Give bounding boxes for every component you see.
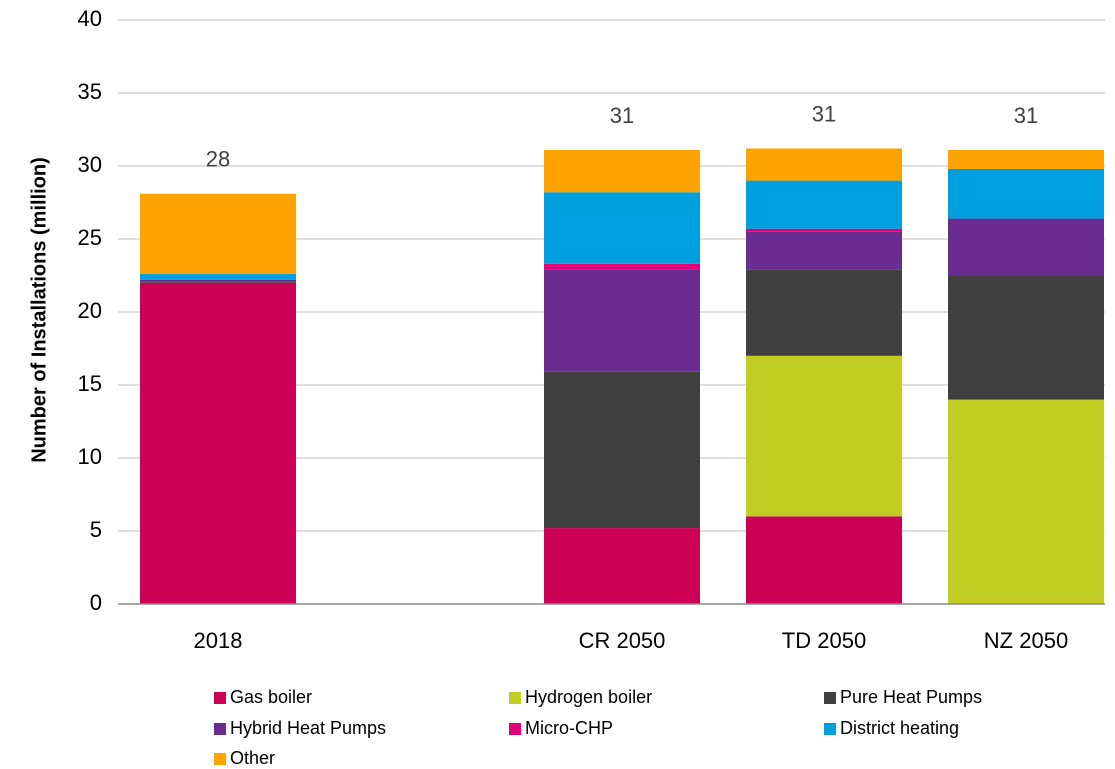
bar-segment xyxy=(544,263,700,270)
bar-segment xyxy=(746,516,902,604)
legend-label: Hybrid Heat Pumps xyxy=(230,718,386,738)
bar-segment xyxy=(544,269,700,372)
total-label: 31 xyxy=(610,103,634,128)
bar-segment xyxy=(140,274,296,280)
bar-segment xyxy=(140,279,296,282)
legend-swatch xyxy=(509,723,521,735)
total-label: 31 xyxy=(1014,103,1038,128)
bar-segment xyxy=(746,148,902,181)
legend-swatch xyxy=(214,723,226,735)
legend-label: District heating xyxy=(840,718,959,738)
legend-swatch xyxy=(214,692,226,704)
bar-segment xyxy=(948,218,1104,276)
y-tick-label: 5 xyxy=(90,517,102,542)
bar-segment xyxy=(544,371,700,529)
x-tick-label: NZ 2050 xyxy=(984,628,1068,653)
bar-segment xyxy=(140,193,296,275)
legend-swatch xyxy=(824,692,836,704)
y-tick-label: 40 xyxy=(78,6,102,31)
bar-segment xyxy=(948,399,1104,604)
bar-segment xyxy=(948,149,1104,169)
x-tick-label: CR 2050 xyxy=(579,628,666,653)
y-axis-label: Number of Installations (million) xyxy=(28,157,50,463)
bar-segment xyxy=(746,355,902,517)
y-tick-label: 0 xyxy=(90,590,102,615)
x-tick-label: TD 2050 xyxy=(782,628,866,653)
bar-segment xyxy=(746,269,902,356)
y-tick-label: 20 xyxy=(78,298,102,323)
legend-swatch xyxy=(509,692,521,704)
y-tick-label: 25 xyxy=(78,225,102,250)
bar-segment xyxy=(140,282,296,604)
bar-segment xyxy=(746,231,902,270)
total-label: 31 xyxy=(812,101,836,126)
y-tick-label: 30 xyxy=(78,152,102,177)
bar-segment xyxy=(948,275,1104,400)
legend-label: Other xyxy=(230,748,275,768)
bar-segment xyxy=(746,228,902,232)
legend-swatch xyxy=(824,723,836,735)
bar-segment xyxy=(544,192,700,264)
legend-label: Gas boiler xyxy=(230,687,312,707)
bar-segment xyxy=(746,180,902,229)
bar-segment xyxy=(544,528,700,604)
legend-swatch xyxy=(214,753,226,765)
legend-label: Micro-CHP xyxy=(525,718,613,738)
bar-segment xyxy=(544,149,700,193)
bar-segment xyxy=(948,168,1104,219)
x-tick-label: 2018 xyxy=(194,628,243,653)
y-tick-label: 10 xyxy=(78,444,102,469)
legend-label: Hydrogen boiler xyxy=(525,687,652,707)
bar-segment xyxy=(140,281,296,283)
y-tick-label: 15 xyxy=(78,371,102,396)
legend-label: Pure Heat Pumps xyxy=(840,687,982,707)
y-tick-label: 35 xyxy=(78,79,102,104)
total-label: 28 xyxy=(206,147,230,172)
